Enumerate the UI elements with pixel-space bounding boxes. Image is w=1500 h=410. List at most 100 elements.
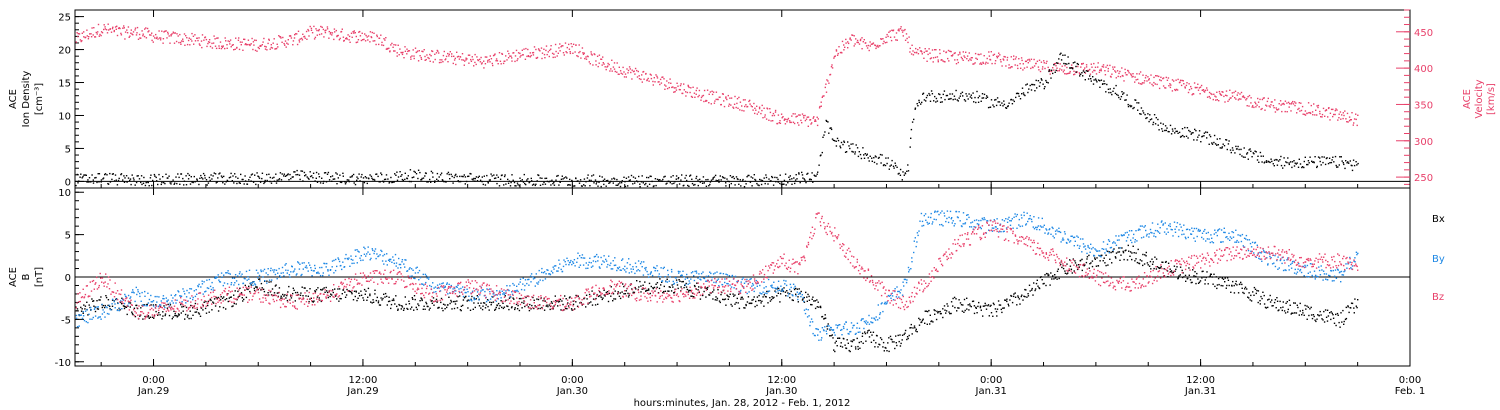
velocity-point: [764, 116, 766, 118]
by-point: [444, 285, 446, 288]
density-point: [1211, 142, 1213, 144]
bx-point: [648, 282, 651, 285]
bx-point: [425, 301, 427, 304]
velocity-point: [247, 43, 249, 46]
velocity-point: [919, 50, 922, 52]
velocity-point: [346, 38, 348, 40]
density-point: [1120, 95, 1123, 98]
bx-point: [172, 316, 174, 318]
velocity-point: [1094, 66, 1097, 68]
velocity-point: [1197, 83, 1199, 85]
density-point: [225, 181, 227, 183]
density-point: [193, 175, 195, 178]
velocity-point: [372, 40, 374, 42]
density-point: [608, 182, 610, 184]
velocity-point: [618, 73, 620, 75]
density-point: [390, 176, 392, 179]
density-point: [787, 182, 789, 184]
density-point: [123, 181, 126, 183]
bx-point: [1025, 289, 1027, 291]
bx-point: [533, 307, 535, 310]
velocity-point: [1078, 72, 1081, 74]
by-point: [395, 265, 397, 267]
bx-point: [1222, 278, 1225, 280]
bx-point: [1115, 257, 1117, 259]
bx-point: [1296, 304, 1298, 306]
bx-point: [597, 295, 600, 298]
density-point: [589, 185, 591, 187]
by-point: [310, 269, 313, 271]
bx-point: [1135, 258, 1137, 260]
density-point: [934, 95, 936, 98]
velocity-point: [607, 62, 609, 65]
density-point: [634, 182, 636, 184]
density-point: [661, 180, 663, 182]
density-point: [244, 175, 246, 177]
density-point: [1288, 162, 1290, 164]
bx-point: [1181, 276, 1184, 279]
velocity-point: [1210, 92, 1212, 95]
velocity-point: [936, 56, 939, 58]
density-point: [630, 174, 633, 177]
by-point: [350, 258, 352, 261]
bx-point: [81, 308, 83, 310]
velocity-point: [119, 27, 121, 30]
bx-point: [758, 294, 760, 297]
density-point: [1353, 164, 1356, 167]
bx-point: [316, 296, 319, 298]
bx-point: [663, 290, 665, 293]
bx-point: [318, 297, 320, 299]
density-point: [1058, 58, 1060, 60]
density-point: [898, 172, 900, 175]
velocity-point: [1265, 104, 1267, 106]
bx-point: [460, 305, 463, 307]
bx-point: [516, 308, 519, 310]
bx-point: [612, 300, 614, 302]
bx-point: [583, 298, 585, 300]
density-point: [1139, 113, 1141, 115]
velocity-point: [630, 71, 632, 74]
by-point: [459, 291, 461, 294]
density-point: [789, 178, 791, 181]
bx-point: [345, 294, 348, 296]
bx-point: [1196, 272, 1198, 275]
velocity-point: [330, 31, 332, 34]
density-point: [377, 175, 379, 178]
bx-point: [732, 293, 734, 295]
velocity-point: [866, 47, 869, 49]
velocity-point: [1351, 112, 1353, 114]
density-point: [1112, 90, 1114, 92]
bx-point: [1048, 274, 1050, 276]
density-point: [1266, 161, 1268, 163]
density-point: [1243, 147, 1245, 149]
bx-point: [543, 309, 546, 311]
velocity-point: [874, 44, 876, 46]
by-point: [135, 286, 137, 289]
density-point: [1082, 75, 1084, 77]
density-point: [971, 97, 973, 99]
velocity-point: [1039, 70, 1042, 73]
velocity-point: [668, 86, 670, 89]
bx-point: [341, 293, 343, 295]
bx-point: [1127, 244, 1129, 247]
by-point: [439, 283, 441, 285]
by-point: [122, 299, 125, 301]
bx-point: [926, 323, 928, 325]
density-point: [1291, 166, 1293, 169]
velocity-point: [575, 44, 577, 46]
bx-point: [442, 309, 444, 312]
bx-point: [1302, 309, 1304, 312]
density-point: [810, 178, 812, 181]
density-point: [950, 97, 952, 100]
bx-point: [372, 299, 374, 301]
velocity-point: [1346, 112, 1349, 115]
bx-point: [752, 298, 754, 301]
velocity-point: [162, 38, 165, 40]
bx-point: [1291, 312, 1293, 314]
velocity-point: [292, 40, 295, 42]
velocity-point: [1347, 121, 1349, 123]
velocity-point: [590, 51, 592, 53]
velocity-point: [796, 115, 798, 117]
bx-point: [1354, 298, 1356, 300]
velocity-point: [939, 49, 941, 51]
